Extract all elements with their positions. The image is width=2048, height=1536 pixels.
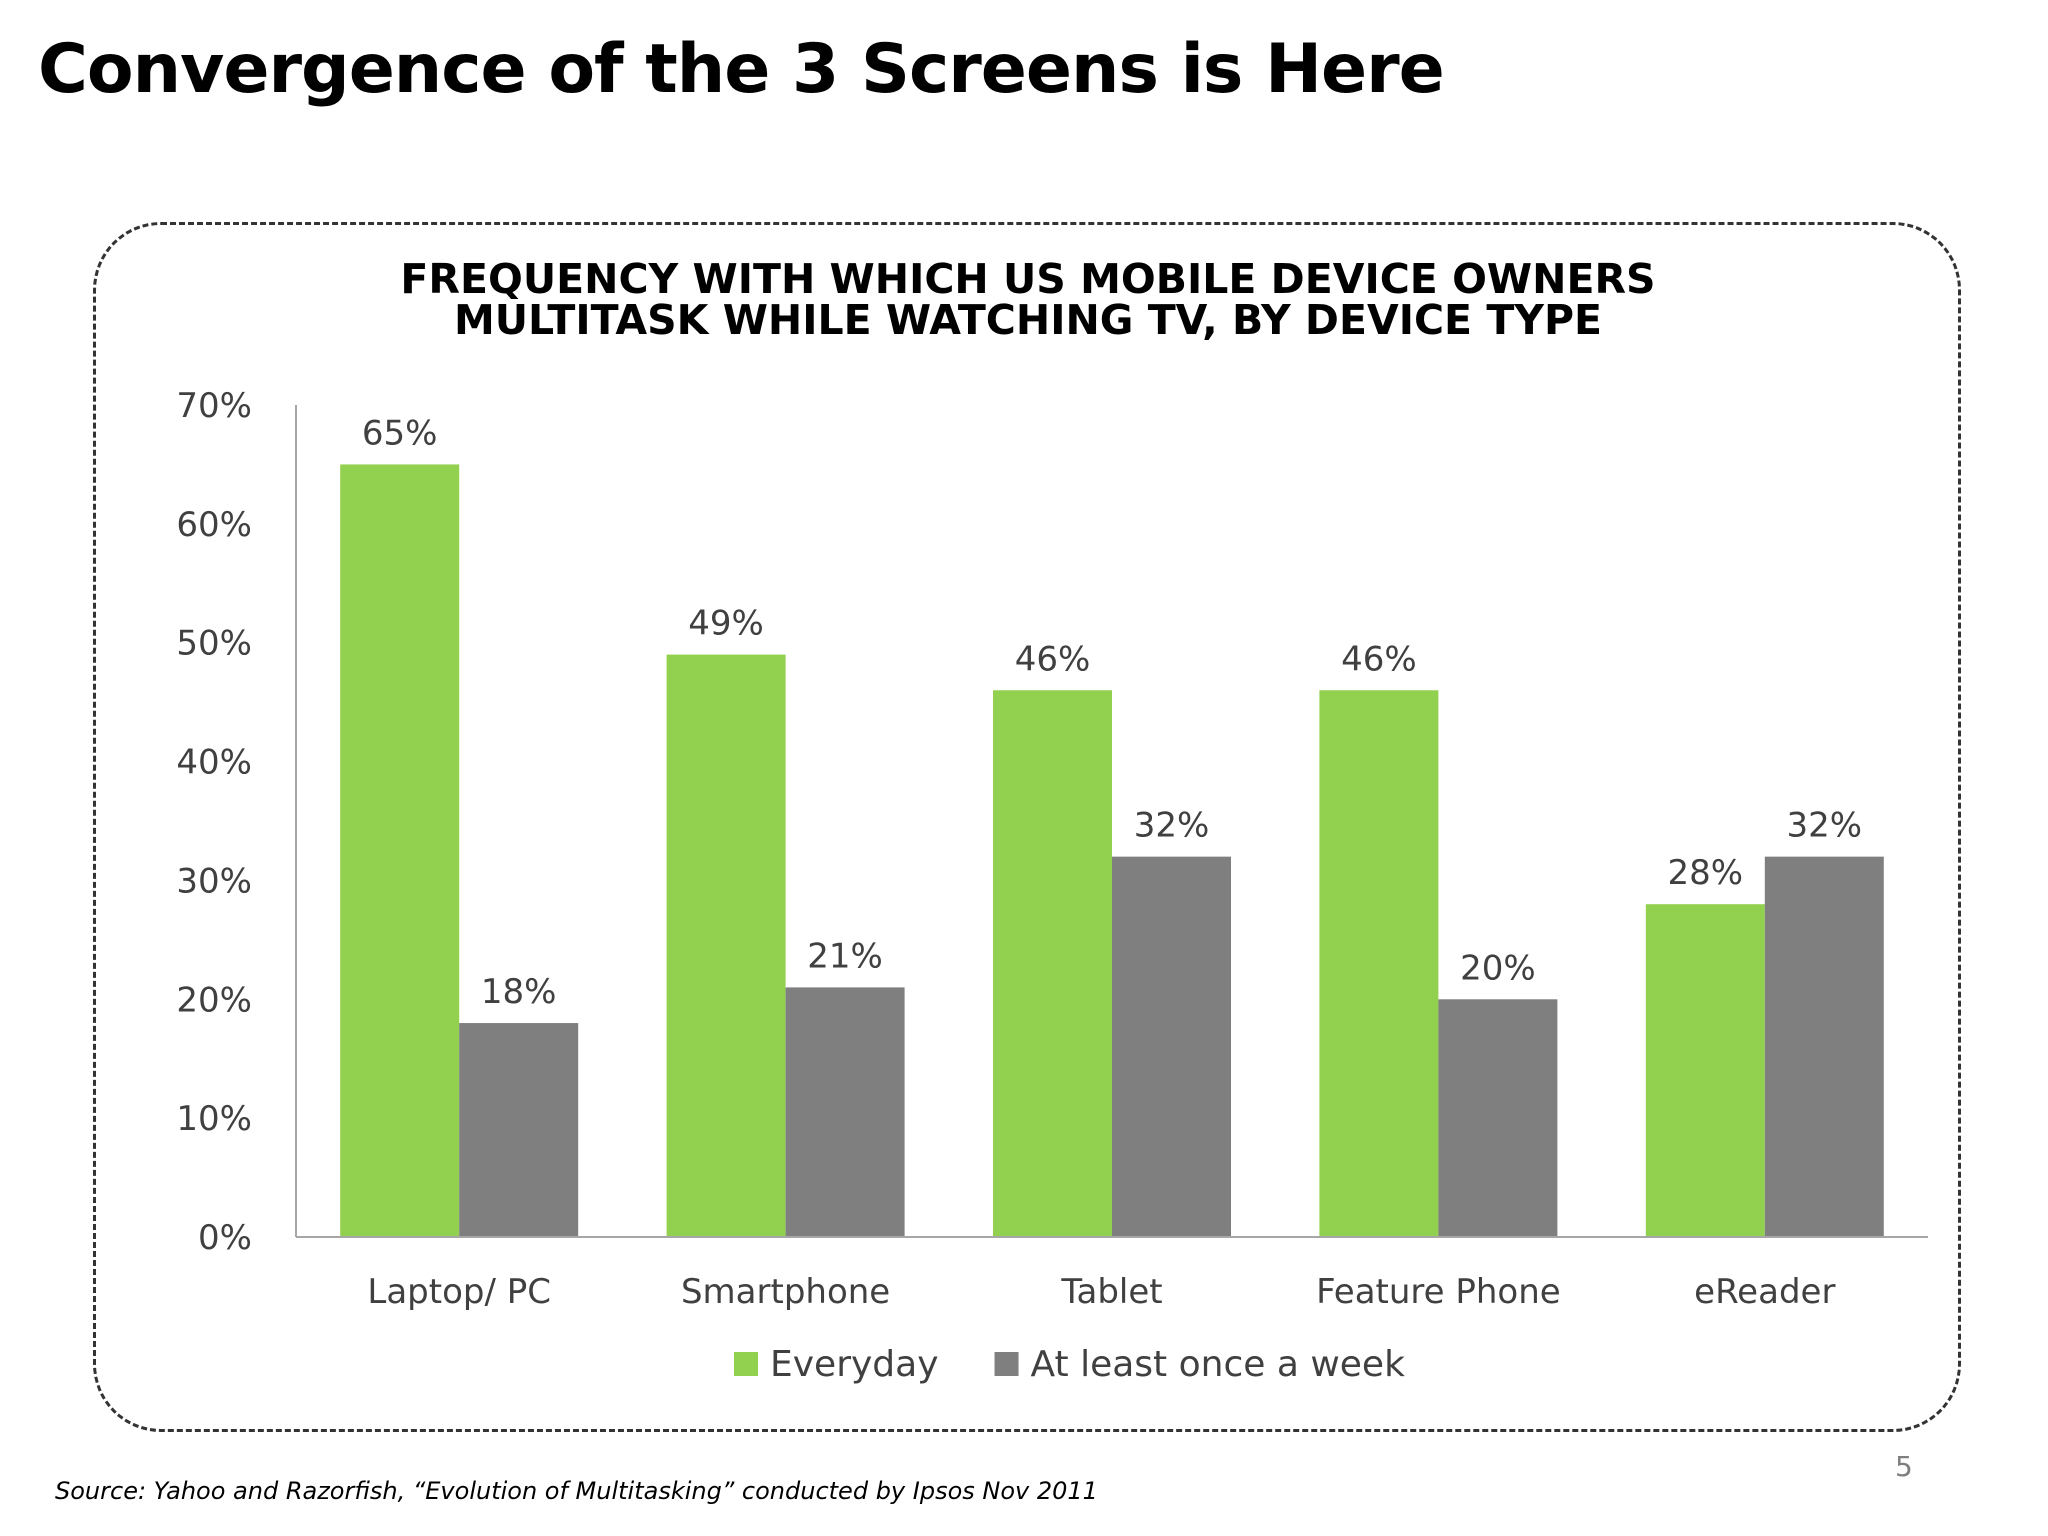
chart-frame [93,222,1961,1432]
y-tick-label: 30% [176,861,252,901]
data-label: 28% [1668,853,1744,893]
data-label: 46% [1341,639,1417,679]
legend-label: Everyday [770,1344,939,1385]
chart-title-line2: MULTITASK WHILE WATCHING TV, BY DEVICE T… [454,296,1602,344]
bar [1319,690,1439,1237]
bar [1764,856,1884,1237]
legend-swatch [734,1352,758,1376]
y-tick-label: 60% [176,505,252,545]
data-label: 18% [481,972,557,1012]
x-axis-labels: Laptop/ PC Smartphone Tablet Feature Phone e… [367,1272,1835,1312]
data-label: 32% [1134,806,1210,846]
bars [340,464,1884,1237]
data-label: 32% [1787,806,1863,846]
y-tick-label: 0% [198,1218,252,1258]
bar [1645,904,1765,1237]
slide-title: Convergence of the 3 Screens is Here [38,30,1445,109]
bar [666,654,786,1237]
data-label: 49% [688,604,764,644]
data-label: 65% [362,413,438,453]
data-label: 20% [1460,948,1536,988]
bar [459,1023,579,1237]
x-tick-label: Laptop/ PC [367,1272,551,1312]
data-label: 21% [807,936,883,976]
x-tick-label: Smartphone [681,1272,890,1312]
y-tick-label: 50% [176,624,252,664]
page-number: 5 [1895,1450,1913,1483]
legend-swatch [994,1352,1019,1376]
x-tick-label: eReader [1694,1272,1835,1312]
bar [1112,856,1231,1237]
bar [785,987,905,1237]
y-tick-label: 70% [176,386,252,426]
y-tick-label: 40% [176,743,252,783]
bar [1438,999,1558,1237]
legend: Everyday At least once a week [734,1344,1405,1385]
bar [993,690,1112,1237]
x-tick-label: Feature Phone [1316,1272,1561,1312]
data-labels: 65% 18% 49% 21% 46% 32% 46% 20% 28% 32% [362,413,1862,1012]
chart-title-line1: FREQUENCY WITH WHICH US MOBILE DEVICE OW… [400,255,1655,303]
bar [340,464,460,1237]
y-axis-ticks: 0% 10% 20% 30% 40% 50% 60% 70% [176,386,252,1258]
y-tick-label: 10% [176,1099,252,1139]
x-tick-label: Tablet [1060,1272,1162,1312]
legend-label: At least once a week [1031,1344,1406,1385]
source-note: Source: Yahoo and Razorfish, “Evolution … [55,1477,1098,1505]
data-label: 46% [1015,639,1091,679]
y-tick-label: 20% [176,980,252,1020]
